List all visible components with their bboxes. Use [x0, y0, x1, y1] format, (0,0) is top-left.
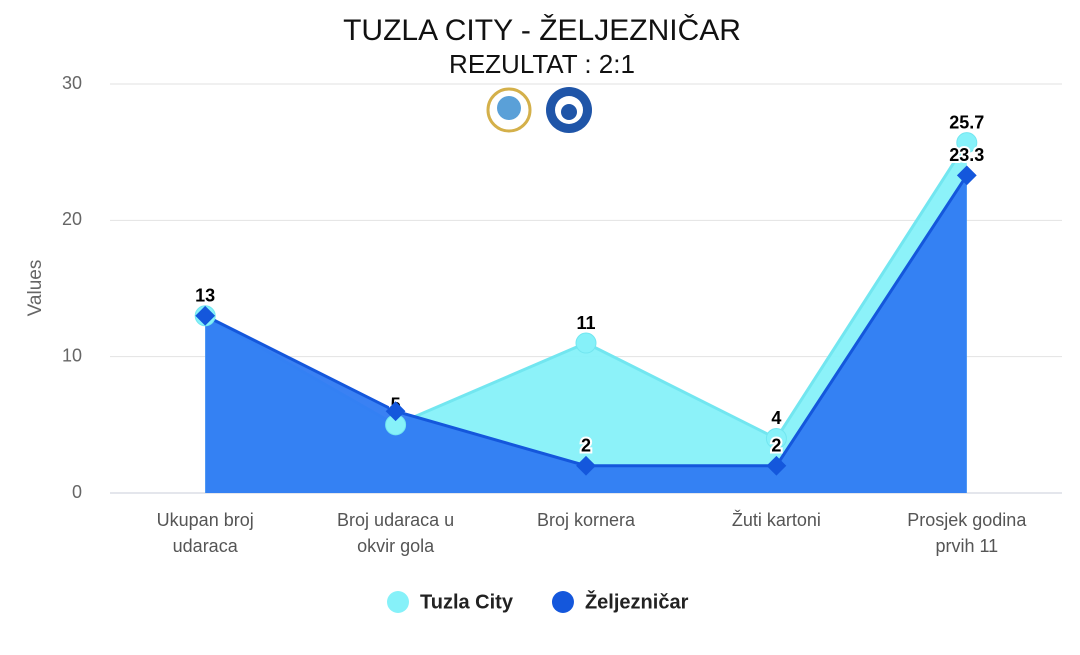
x-tick-label: okvir gola — [357, 536, 435, 556]
logo-tuzla-inner — [497, 96, 521, 120]
x-tick-label: Prosjek godina — [907, 510, 1027, 530]
data-label: 25.7 — [949, 112, 984, 132]
x-tick-label: Broj kornera — [537, 510, 636, 530]
data-label: 13 — [195, 286, 215, 306]
data-label: 4 — [771, 408, 781, 428]
marker — [575, 332, 597, 354]
x-tick-label: udaraca — [173, 536, 239, 556]
marker — [385, 401, 406, 422]
legend-label: Željezničar — [585, 589, 689, 613]
x-tick-label: Ukupan broj — [157, 510, 254, 530]
y-tick-label: 0 — [72, 482, 82, 502]
chart-title: TUZLA CITY - ŽELJEZNIČAR — [343, 13, 741, 47]
marker — [766, 455, 787, 476]
y-tick-label: 10 — [62, 345, 82, 365]
marker — [576, 455, 596, 476]
marker — [765, 427, 787, 449]
x-tick-label: prvih 11 — [935, 536, 998, 556]
marker — [195, 305, 216, 326]
x-tick-label: Žuti kartoni — [732, 510, 821, 530]
legend-marker — [387, 591, 409, 613]
y-tick-label: 20 — [62, 209, 82, 229]
x-tick-label: Broj udaraca u — [337, 510, 454, 530]
team-logos — [486, 87, 592, 133]
data-label: 2 — [771, 435, 781, 455]
marker — [956, 132, 978, 154]
y-axis-label: Values — [25, 260, 46, 317]
logo-zeljeznicar-core — [561, 104, 577, 120]
data-label: 2 — [581, 435, 591, 455]
y-tick-label: 30 — [62, 73, 82, 93]
chart-subtitle: REZULTAT : 2:1 — [449, 49, 635, 79]
data-label: 23.3 — [949, 145, 984, 165]
data-label: 11 — [576, 313, 595, 333]
legend-label: Tuzla City — [420, 591, 514, 613]
data-label: 13 — [195, 286, 215, 306]
legend-marker — [551, 591, 574, 613]
